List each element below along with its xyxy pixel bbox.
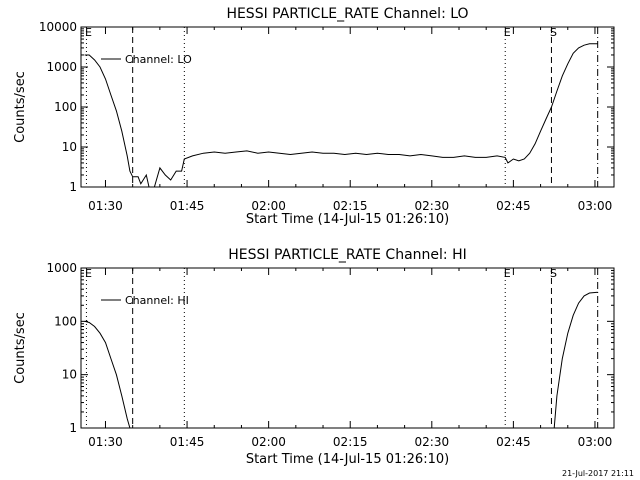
y-tick-label: 1000	[46, 261, 77, 275]
event-marker-label: E	[85, 267, 92, 280]
y-tick-label: 1	[69, 180, 77, 194]
y-axis-label: Counts/sec	[13, 71, 28, 143]
y-tick-label: 10	[62, 140, 77, 154]
chart-panel-2: HESSI PARTICLE_RATE Channel: HI 01:30 01:4…	[13, 247, 615, 467]
x-tick-label: 02:45	[496, 199, 531, 213]
event-marker-label: S	[550, 267, 557, 280]
x-axis-label: Start Time (14-Jul-15 01:26:10)	[246, 452, 449, 467]
y-tick-label: 10000	[39, 20, 77, 34]
x-tick-label: 02:15	[333, 435, 368, 449]
y-tick-label: 100	[54, 100, 77, 114]
x-tick-label: 01:45	[170, 435, 205, 449]
plot-frame	[80, 26, 615, 188]
x-tick-label: 02:30	[415, 435, 450, 449]
y-tick-label: 10	[62, 368, 77, 382]
series-line	[84, 291, 598, 428]
event-marker-label: E	[504, 267, 511, 280]
x-tick-label: 03:00	[578, 199, 613, 213]
chart-panel-1: HESSI PARTICLE_RATE Channel: LO 01:30 01:4…	[13, 6, 615, 227]
x-tick-label: 02:45	[496, 435, 531, 449]
y-tick-label: 1	[69, 421, 77, 435]
y-axis-label: Counts/sec	[13, 312, 28, 384]
event-marker-label: S	[550, 26, 557, 39]
x-tick-label: 03:00	[578, 435, 613, 449]
x-tick-label: 02:00	[251, 435, 286, 449]
x-tick-label: 02:15	[333, 199, 368, 213]
series-line	[84, 43, 598, 187]
event-marker-label: E	[85, 26, 92, 39]
event-marker-label: E	[504, 26, 511, 39]
x-tick-label: 02:30	[415, 199, 450, 213]
chart-title: HESSI PARTICLE_RATE Channel: LO	[226, 6, 468, 22]
x-tick-label: 01:30	[88, 435, 123, 449]
x-tick-label: 01:30	[88, 199, 123, 213]
x-axis-label: Start Time (14-Jul-15 01:26:10)	[246, 212, 449, 227]
y-tick-label: 100	[54, 314, 77, 328]
x-tick-label: 01:45	[170, 199, 205, 213]
plot-frame	[80, 267, 615, 429]
y-tick-label: 1000	[46, 60, 77, 74]
x-tick-label: 02:00	[251, 199, 286, 213]
chart-title: HESSI PARTICLE_RATE Channel: HI	[228, 247, 466, 263]
footer-timestamp: 21-Jul-2017 21:11	[561, 469, 634, 478]
legend-label: Channel: HI	[125, 294, 189, 307]
legend-label: Channel: LO	[125, 53, 192, 66]
